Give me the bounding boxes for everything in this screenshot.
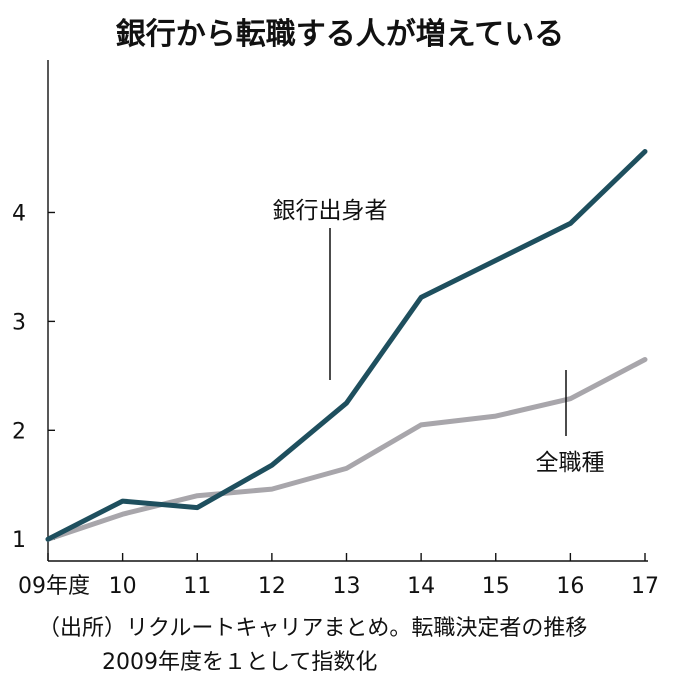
y-tick-label: 4 bbox=[12, 201, 26, 226]
series-label: 全職種 bbox=[536, 450, 605, 476]
y-tick-label: 1 bbox=[12, 528, 26, 553]
series-line-all bbox=[45, 357, 648, 542]
x-tick-label: 17 bbox=[631, 574, 659, 599]
x-tick-label: 13 bbox=[333, 574, 361, 599]
y-tick-label: 3 bbox=[12, 310, 26, 335]
source-note: （出所）リクルートキャリアまとめ。転職決定者の推移 2009年度を１として指数化 bbox=[38, 612, 587, 680]
y-tick-label: 2 bbox=[12, 419, 26, 444]
chart-title: 銀行から転職する人が増えている bbox=[116, 17, 565, 52]
series-label: 銀行出身者 bbox=[273, 198, 388, 224]
x-tick-label: 15 bbox=[482, 574, 510, 599]
x-tick-label: 12 bbox=[258, 574, 286, 599]
source-line-2: 2009年度を１として指数化 bbox=[102, 650, 378, 675]
x-tick-label: 14 bbox=[407, 574, 435, 599]
series-line-bank bbox=[45, 149, 648, 542]
source-line-1: （出所）リクルートキャリアまとめ。転職決定者の推移 bbox=[38, 616, 588, 641]
x-tick-label: 09年度 bbox=[18, 574, 90, 599]
x-tick-label: 10 bbox=[109, 574, 137, 599]
x-tick-label: 11 bbox=[183, 574, 211, 599]
x-tick-label: 16 bbox=[556, 574, 584, 599]
